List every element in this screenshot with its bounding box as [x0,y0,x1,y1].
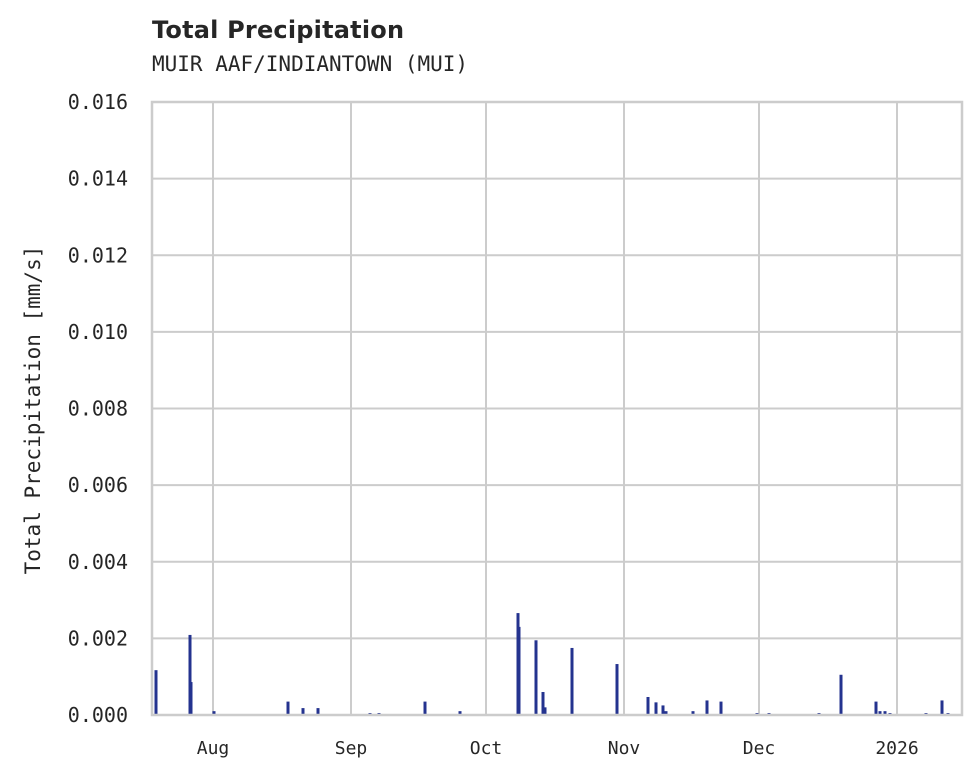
y-tick-label: 0.016 [68,90,128,114]
x-tick-label: Nov [608,738,641,759]
precipitation-spike [691,711,695,715]
x-tick-label: Oct [470,738,503,759]
chart-subtitle: MUIR AAF/INDIANTOWN (MUI) [152,52,469,76]
precipitation-spike [534,640,538,715]
y-tick-label: 0.002 [68,626,128,650]
plot-frame [150,100,964,717]
precipitation-spike [301,708,305,715]
grid-lines [152,101,962,716]
precipitation-spike [940,700,944,715]
precipitation-spike [541,692,545,715]
precipitation-spike [189,682,193,715]
y-tick-label: 0.006 [68,473,128,497]
precipitation-spike [661,705,665,715]
precipitation-spike [188,634,192,715]
precipitation-series [154,613,950,715]
y-tick-label: 0.010 [68,320,128,344]
precipitation-spike [570,647,574,715]
x-tick-label: Dec [743,738,776,759]
precipitation-spike [316,708,320,715]
precipitation-spike [839,674,843,715]
precipitation-spike [423,701,427,715]
precipitation-spike [286,701,290,715]
y-tick-label: 0.000 [68,703,128,727]
precipitation-spike [615,664,619,715]
precipitation-spike [719,701,723,715]
y-tick-label: 0.014 [68,167,128,191]
x-axis-ticks: Aug Sep Oct Nov Dec 2026 [197,738,919,759]
precipitation-spike [874,701,878,715]
y-tick-label: 0.008 [68,397,128,421]
precipitation-spike [517,626,521,715]
precipitation-spike [646,696,650,715]
chart-title: Total Precipitation [152,16,405,44]
precipitation-spike [705,700,709,715]
precipitation-spike [654,702,658,715]
precipitation-spike [543,707,547,715]
precipitation-spike [883,711,887,715]
x-tick-label: 2026 [875,738,918,759]
y-tick-label: 0.012 [68,243,128,267]
precipitation-spike [154,670,158,715]
x-tick-label: Aug [197,738,230,759]
x-tick-label: Sep [335,738,368,759]
y-axis-ticks: 0.000 0.002 0.004 0.006 0.008 0.010 0.012 0.014… [68,90,128,727]
precipitation-spike [878,711,882,715]
precipitation-spike [458,711,462,715]
y-tick-label: 0.004 [68,550,128,574]
precipitation-spike [664,711,668,715]
precipitation-spike [212,711,216,715]
